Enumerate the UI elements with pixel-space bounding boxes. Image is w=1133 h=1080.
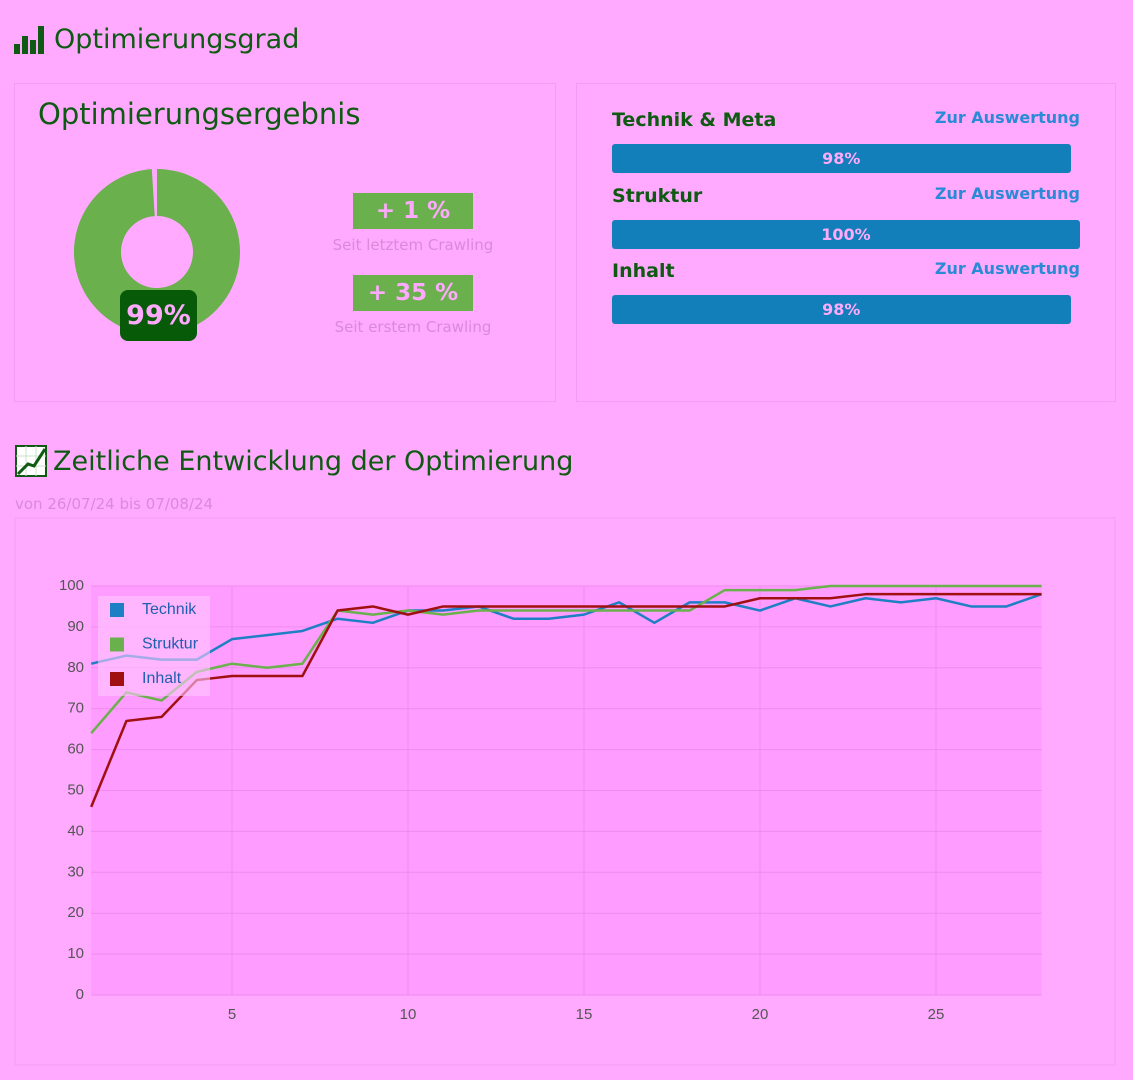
chart-card (14, 517, 1116, 1066)
evaluation-link[interactable]: Zur Auswertung (934, 183, 1080, 203)
x-tick-label: 25 (928, 1006, 945, 1023)
y-tick-label: 10 (67, 945, 84, 962)
change-value: + 35 % (353, 275, 473, 311)
progress-label: 98% (822, 300, 861, 319)
donut (73, 169, 240, 335)
categories-card (576, 83, 1116, 402)
y-tick-label: 30 (67, 863, 84, 880)
legend-label: Technik (142, 601, 197, 618)
y-tick-label: 60 (67, 741, 84, 758)
x-tick-label: 5 (228, 1006, 236, 1023)
progress-track: 98% (612, 144, 1080, 173)
donut-label: 99% (120, 290, 197, 341)
progress-bar: 98% (612, 144, 1071, 173)
x-tick-label: 10 (400, 1006, 417, 1023)
progress-bar: 98% (612, 295, 1071, 324)
result-title: Optimierungsergebnis (38, 97, 361, 131)
progress-label: 100% (821, 224, 871, 244)
y-tick-label: 80 (67, 659, 84, 676)
result-card (14, 83, 556, 402)
progress-track: 98% (612, 295, 1080, 324)
legend-swatch (110, 637, 124, 652)
category-name: Struktur (612, 184, 703, 207)
line-icon (15, 445, 47, 477)
change-value: + 1 % (353, 193, 473, 229)
progress-bar: 100% (612, 219, 1080, 249)
category-name: Technik & Meta (612, 109, 777, 131)
y-tick-label: 40 (67, 822, 84, 839)
progress-track: 100% (612, 219, 1080, 249)
y-tick-label: 100 (59, 577, 84, 594)
page-title: Optimierungsgrad (54, 24, 300, 55)
line (90, 592, 1043, 665)
evaluation-link[interactable]: Zur Auswertung (934, 108, 1080, 127)
legend-label: Struktur (142, 636, 199, 653)
legend-label: Inhalt (142, 670, 182, 687)
y-tick-label: 20 (67, 904, 84, 921)
progress-label: 98% (822, 149, 861, 168)
change-caption: Seit erstem Crawling (334, 318, 492, 336)
evaluation-link[interactable]: Zur Auswertung (934, 259, 1080, 278)
bar-icon (14, 26, 44, 54)
y-tick-label: 70 (67, 700, 84, 717)
line (90, 592, 1042, 808)
y-tick-label: 50 (67, 781, 84, 798)
legend-swatch (110, 603, 124, 617)
line (90, 584, 1042, 735)
x-tick-label: 15 (576, 1006, 593, 1023)
donut-arc (73, 169, 240, 335)
x-tick-label: 20 (752, 1006, 769, 1023)
section-subtitle: von 26/07/24 bis 07/08/24 (15, 495, 214, 513)
legend-swatch (110, 672, 124, 686)
section-title: Zeitliche Entwicklung der Optimierung (53, 446, 574, 477)
category-name: Inhalt (612, 260, 675, 282)
y-tick-label: 0 (76, 986, 84, 1003)
change-caption: Seit letztem Crawling (332, 236, 494, 254)
y-tick-label: 90 (67, 618, 84, 635)
